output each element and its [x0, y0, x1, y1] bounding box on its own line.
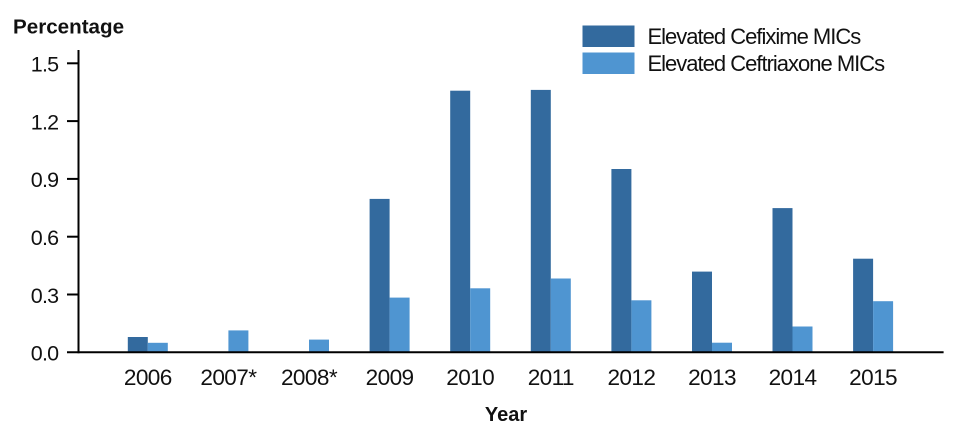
- svg-text:2015: 2015: [849, 365, 897, 390]
- svg-text:Year: Year: [485, 404, 527, 426]
- svg-text:2014: 2014: [769, 365, 817, 390]
- svg-text:1.2: 1.2: [31, 110, 59, 134]
- svg-text:0.9: 0.9: [31, 168, 59, 192]
- svg-text:1.5: 1.5: [31, 53, 59, 77]
- svg-text:0.6: 0.6: [31, 226, 59, 250]
- svg-text:2010: 2010: [446, 365, 494, 390]
- svg-text:0.0: 0.0: [31, 342, 59, 366]
- svg-text:0.3: 0.3: [31, 284, 59, 308]
- svg-text:2007*: 2007*: [200, 365, 257, 390]
- svg-text:Elevated Cefixime MICs: Elevated Cefixime MICs: [648, 24, 862, 49]
- svg-text:Elevated Ceftriaxone MICs: Elevated Ceftriaxone MICs: [648, 51, 886, 76]
- svg-text:2006: 2006: [124, 365, 172, 390]
- svg-text:2012: 2012: [607, 365, 655, 390]
- svg-text:2011: 2011: [528, 365, 574, 390]
- svg-text:Percentage: Percentage: [13, 15, 124, 38]
- svg-text:2008*: 2008*: [281, 365, 338, 390]
- svg-text:2009: 2009: [366, 365, 414, 390]
- svg-text:2013: 2013: [688, 365, 736, 390]
